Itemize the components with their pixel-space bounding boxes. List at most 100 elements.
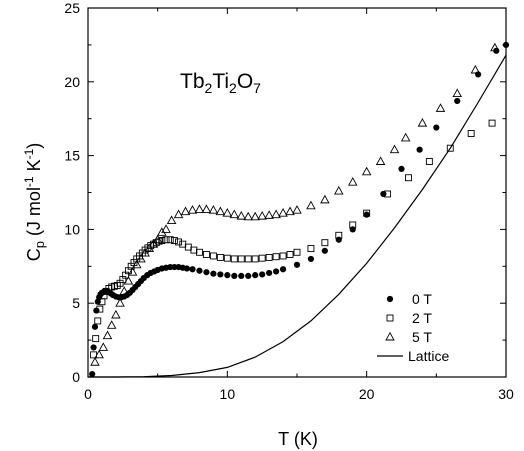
series-5-t <box>90 42 500 366</box>
data-point-5-t <box>452 88 462 98</box>
data-point-5-t <box>98 342 109 351</box>
y-tick-label: 10 <box>64 221 80 237</box>
y-axis-title: Cp (J mol-1 K-1) <box>22 143 47 262</box>
data-point-5-t <box>94 349 104 359</box>
x-tick-label: 10 <box>220 386 236 402</box>
y-tick-label: 5 <box>72 295 80 311</box>
formula-o: O <box>237 70 253 93</box>
data-point-2-t <box>279 252 287 260</box>
data-point-2-t <box>100 292 108 300</box>
data-point-0-t <box>475 71 482 78</box>
formula-sub-2: 2 <box>229 80 237 96</box>
data-point-2-t <box>184 243 192 251</box>
data-point-5-t <box>194 204 205 213</box>
data-point-5-t <box>166 215 177 224</box>
data-point-0-t <box>224 272 231 279</box>
data-point-0-t <box>196 267 203 274</box>
data-point-5-t <box>400 132 411 142</box>
y-axis-title-unit-1: (J mol <box>24 187 44 241</box>
data-point-5-t <box>222 208 233 217</box>
y-tick-label: 20 <box>64 74 80 90</box>
data-point-5-t <box>375 156 386 165</box>
formula-annotation: Tb2Ti2O7 <box>180 70 261 96</box>
data-point-2-t <box>166 236 174 244</box>
data-point-0-t <box>266 269 273 277</box>
legend-swatch-0-t <box>386 295 394 303</box>
legend-label-5-t: 5 T <box>412 329 432 345</box>
legend-label-0-t: 0 T <box>412 291 432 307</box>
data-point-2-t <box>237 255 245 263</box>
data-point-2-t <box>162 236 170 244</box>
data-point-0-t <box>293 261 301 268</box>
x-tick-label: 0 <box>84 386 92 402</box>
data-point-5-t <box>152 234 163 244</box>
data-point-2-t <box>363 209 371 217</box>
data-point-0-t <box>349 226 356 233</box>
data-point-2-t <box>202 251 210 258</box>
data-point-5-t <box>187 205 198 214</box>
legend: 0 T 2 T 5 T Lattice <box>377 291 449 364</box>
data-point-5-t <box>334 185 344 195</box>
data-point-5-t <box>123 275 134 285</box>
data-point-2-t <box>446 144 454 152</box>
data-point-2-t <box>230 255 238 263</box>
data-point-5-t <box>229 209 240 219</box>
data-point-2-t <box>335 231 343 239</box>
legend-swatch-5-t <box>385 331 395 341</box>
formula-tb: Tb <box>180 70 205 93</box>
data-point-2-t <box>405 174 412 182</box>
y-tick-label: 25 <box>64 0 80 16</box>
data-point-0-t <box>89 370 96 378</box>
data-point-2-t <box>349 221 357 229</box>
y-axis-title-sub: p <box>32 241 47 248</box>
data-point-5-t <box>361 166 372 176</box>
y-tick-label: 15 <box>64 148 80 164</box>
data-point-5-t <box>132 259 142 269</box>
data-point-0-t <box>416 146 423 153</box>
data-point-5-t <box>173 209 184 219</box>
data-point-2-t <box>92 335 100 343</box>
data-point-5-t <box>90 357 100 366</box>
legend-label-2-t: 2 T <box>412 310 432 326</box>
series-0-t <box>89 41 510 378</box>
data-point-5-t <box>140 247 150 257</box>
data-point-0-t <box>252 272 259 279</box>
series-lattice <box>88 54 507 378</box>
data-point-2-t <box>272 253 280 261</box>
data-point-2-t <box>244 255 252 263</box>
data-point-2-t <box>175 238 183 246</box>
data-point-0-t <box>380 190 387 198</box>
data-point-2-t <box>216 253 224 261</box>
data-point-5-t <box>115 298 125 307</box>
data-point-5-t <box>271 209 281 219</box>
y-tick-label: 0 <box>72 369 80 385</box>
data-point-5-t <box>292 205 302 214</box>
data-point-2-t <box>293 248 301 256</box>
data-point-0-t <box>279 266 287 273</box>
data-point-5-t <box>106 320 117 329</box>
data-point-5-t <box>347 177 358 186</box>
data-point-0-t <box>259 271 266 278</box>
data-point-5-t <box>148 239 159 248</box>
data-point-2-t <box>170 237 178 244</box>
data-point-2-t <box>196 248 203 256</box>
x-tick-label: 20 <box>359 386 375 402</box>
data-point-5-t <box>215 206 226 216</box>
data-point-2-t <box>384 190 392 198</box>
data-point-0-t <box>90 344 97 351</box>
data-point-5-t <box>161 224 171 233</box>
data-point-2-t <box>488 119 496 127</box>
data-point-5-t <box>111 309 121 319</box>
data-point-0-t <box>183 265 191 272</box>
data-point-5-t <box>180 206 191 216</box>
data-point-0-t <box>363 211 370 218</box>
data-point-2-t <box>286 251 294 258</box>
data-point-0-t <box>231 272 238 279</box>
data-point-2-t <box>209 252 217 260</box>
data-point-2-t <box>190 246 198 254</box>
data-point-2-t <box>94 317 102 325</box>
data-point-5-t <box>102 330 113 340</box>
y-axis-title-unit-2: K <box>24 159 44 176</box>
series-2-t <box>90 119 496 359</box>
